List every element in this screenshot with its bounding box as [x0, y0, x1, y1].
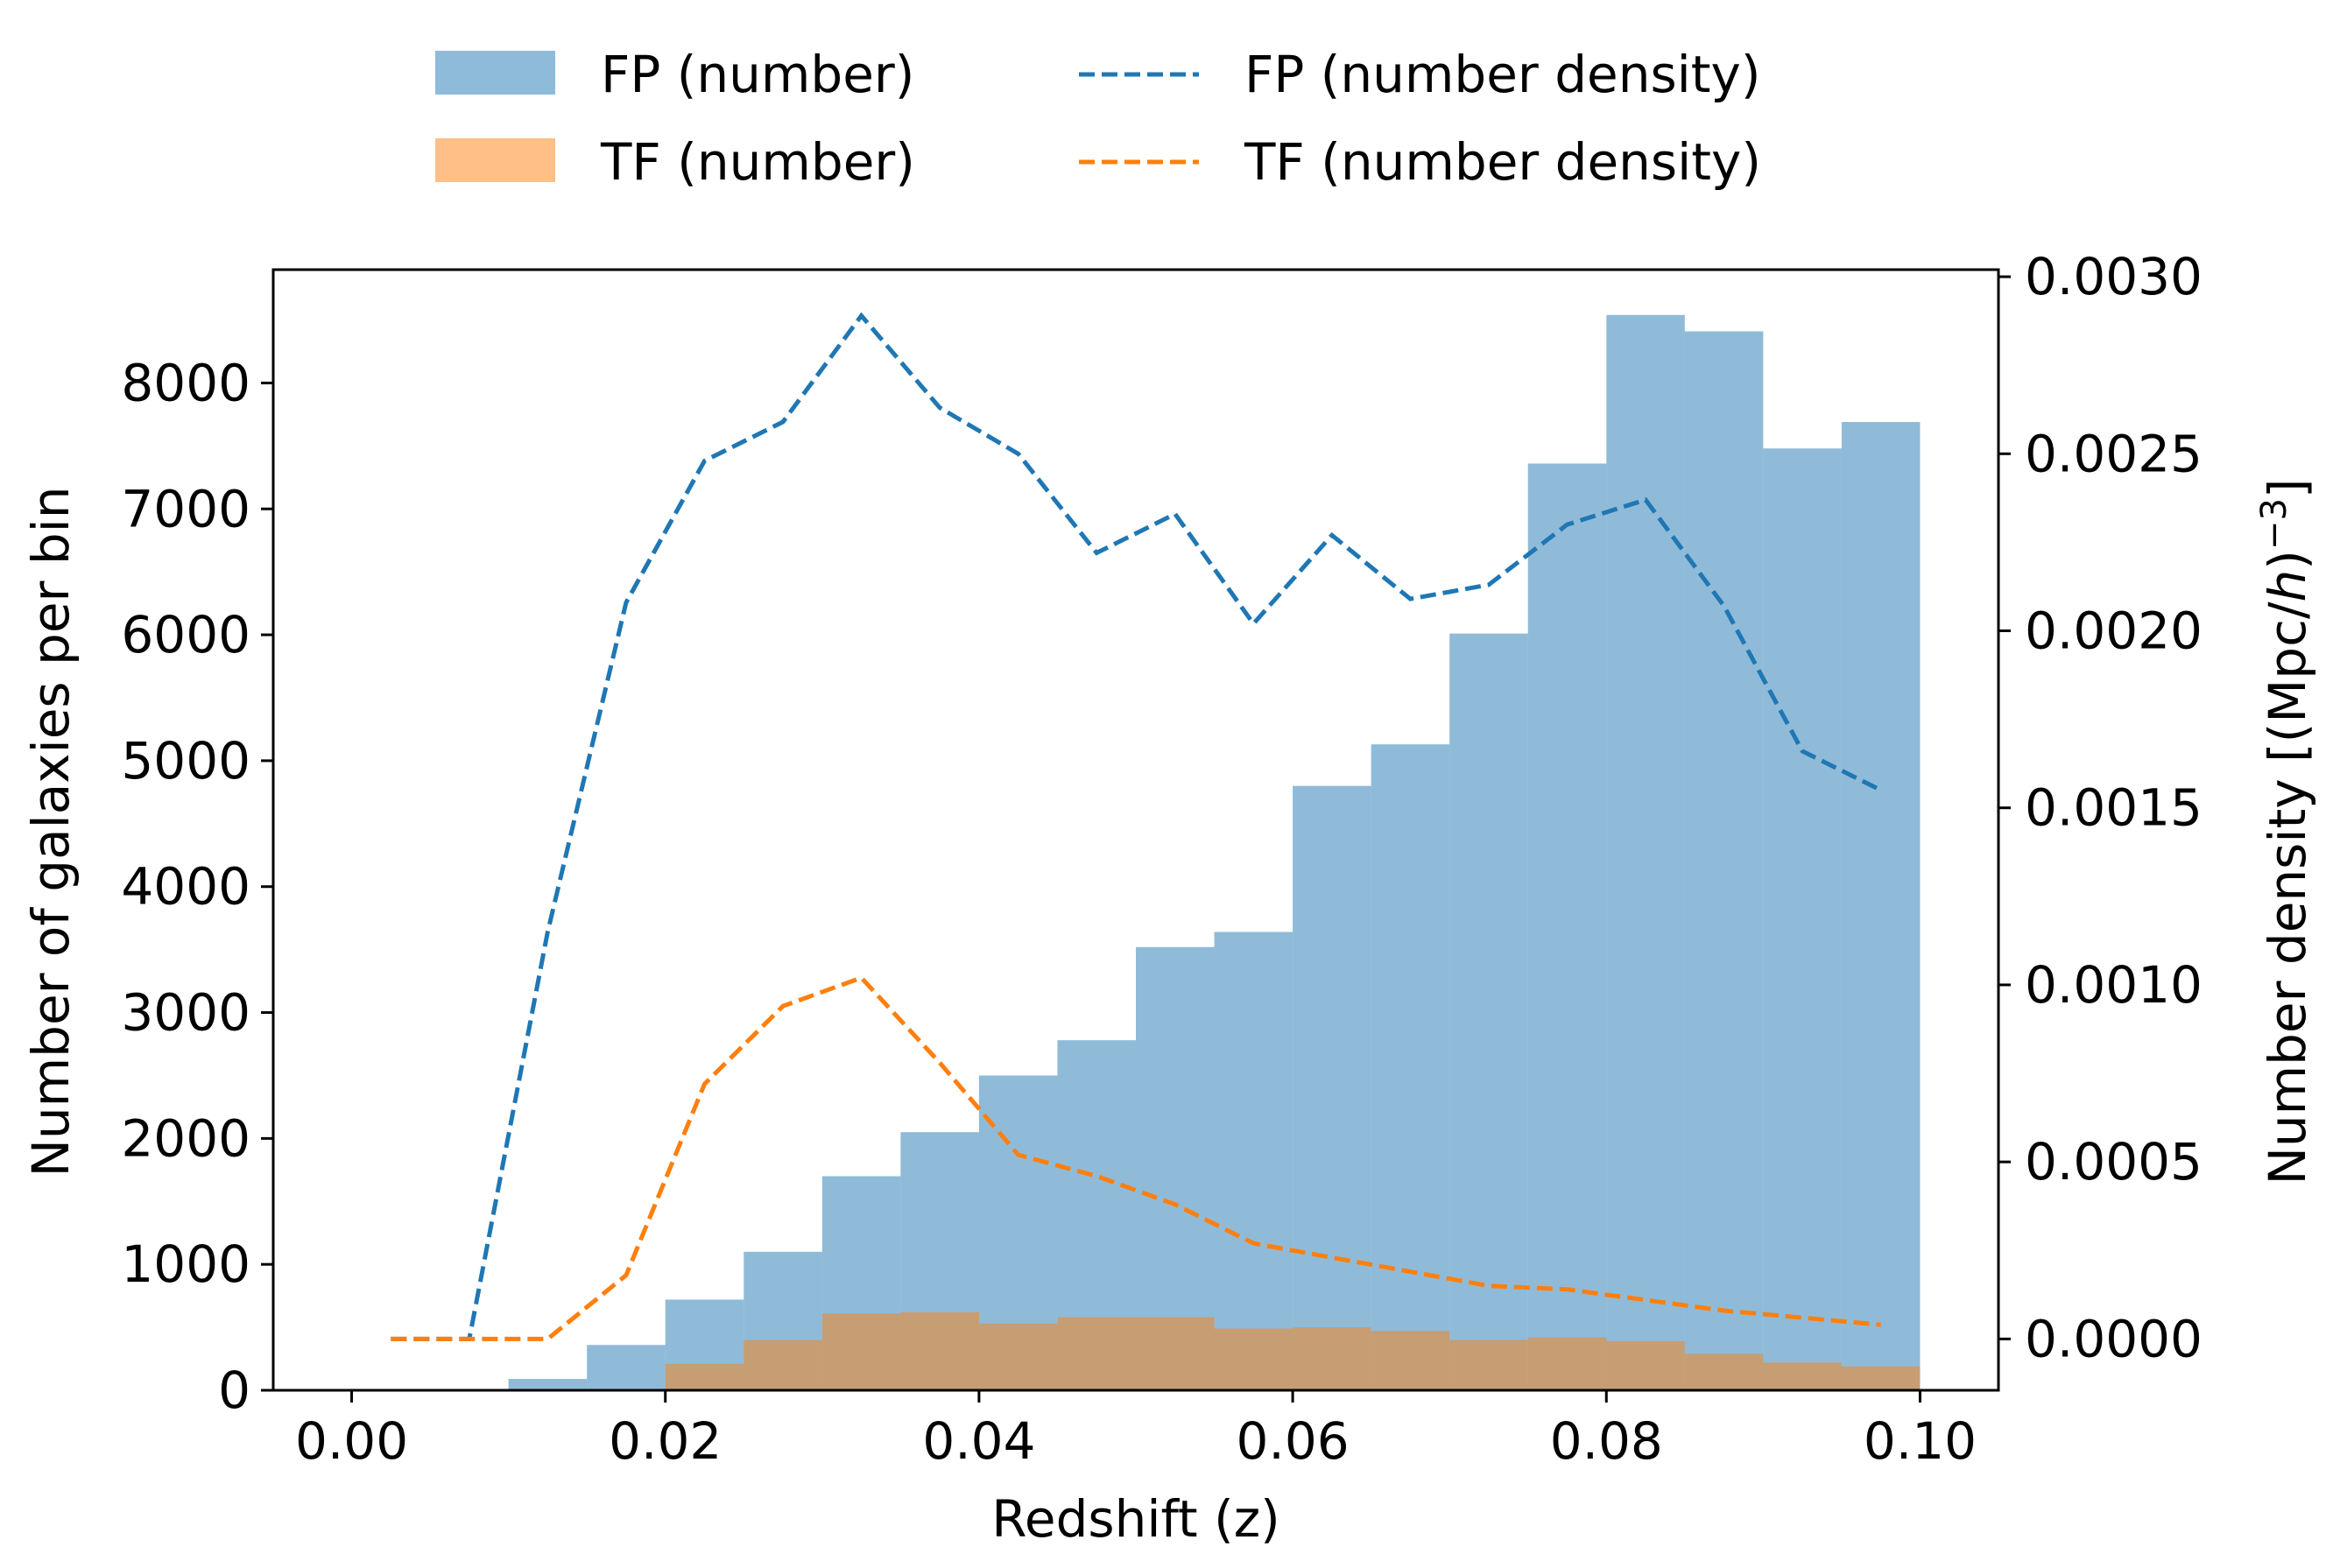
- bar-tf-number-12: [1293, 1327, 1371, 1390]
- bar-fp-number-14: [1449, 633, 1528, 1390]
- line-tf-number-density: [391, 974, 1881, 1341]
- y-tick-label: 4000: [121, 857, 250, 917]
- x-tick-label: 0.08: [1550, 1411, 1663, 1471]
- bar-tf-number-9: [1057, 1317, 1136, 1390]
- y2-axis-label-close: ): [2258, 550, 2317, 570]
- bar-tf-number-18: [1763, 1362, 1842, 1390]
- bar-tf-number-19: [1841, 1366, 1921, 1390]
- x-tick-label: 0.04: [922, 1411, 1035, 1471]
- y2-axis-label: Number density [(Mpc/h)−3]: [2254, 478, 2317, 1185]
- bar-tf-number-4: [665, 1363, 744, 1390]
- bar-fp-number-16: [1606, 314, 1685, 1390]
- legend-label-fp-number-density: FP (number density): [1244, 45, 1761, 104]
- bar-fp-number-11: [1214, 932, 1293, 1390]
- x-tick-label: 0.02: [609, 1411, 722, 1471]
- bar-fp-number-3: [587, 1345, 666, 1390]
- y2-tick-label: 0.0000: [2025, 1309, 2203, 1368]
- bar-tf-number-11: [1214, 1328, 1293, 1390]
- y2-axis-label-exponent: −3: [2254, 498, 2294, 550]
- bar-tf-number-14: [1449, 1339, 1528, 1390]
- bar-fp-number-19: [1841, 422, 1921, 1390]
- legend-label-tf-number-density: TF (number density): [1244, 132, 1761, 192]
- y2-tick-label: 0.0030: [2025, 247, 2203, 306]
- bar-fp-number-13: [1371, 744, 1450, 1390]
- bar-tf-number-5: [744, 1339, 822, 1390]
- x-tick-label: 0.00: [295, 1411, 408, 1471]
- legend-label-fp-number: FP (number): [601, 45, 914, 104]
- y-tick-label: 1000: [121, 1234, 250, 1294]
- line-fp-number-density: [391, 312, 1882, 1341]
- y2-axis-label-italic: h: [2258, 570, 2317, 602]
- bar-tf-number-6: [821, 1313, 901, 1390]
- bar-fp-number-2: [508, 1379, 588, 1390]
- y-tick-label: 3000: [121, 983, 250, 1043]
- y2-tick-label: 0.0020: [2025, 601, 2203, 661]
- y-tick-label: 8000: [121, 353, 250, 412]
- legend: FP (number) TF (number) FP (number density…: [435, 45, 1761, 192]
- bar-tf-number-17: [1684, 1354, 1764, 1390]
- axes: 0.00 0.02 0.04 0.06 0.08 0.10 0 1000 2000 3000 400…: [121, 247, 2203, 1471]
- y2-tick-label: 0.0025: [2025, 424, 2203, 483]
- bar-fp-number-17: [1684, 331, 1764, 1390]
- bar-tf-number-7: [900, 1311, 979, 1390]
- y-tick-label: 2000: [121, 1108, 250, 1168]
- legend-label-tf-number: TF (number): [600, 132, 915, 192]
- bar-fp-number-10: [1136, 946, 1215, 1390]
- bar-tf-number-16: [1606, 1340, 1685, 1390]
- x-tick-label: 0.06: [1237, 1411, 1350, 1471]
- bar-fp-number-15: [1527, 463, 1607, 1390]
- y2-axis-label-main: Number density [(Mpc/: [2258, 601, 2317, 1185]
- x-tick-label: 0.10: [1864, 1411, 1977, 1471]
- plot-frame: [271, 268, 2000, 1392]
- y-tick-label: 0: [218, 1361, 250, 1420]
- bar-tf-number-8: [978, 1323, 1058, 1390]
- y2-tick-label: 0.0010: [2025, 955, 2203, 1015]
- y-axis-label: Number of galaxies per bin: [21, 486, 81, 1177]
- legend-swatch-tf-number: [435, 138, 555, 182]
- legend-swatch-fp-number: [435, 51, 555, 95]
- y2-tick-label: 0.0015: [2025, 778, 2203, 838]
- density-lines: [391, 312, 1882, 1341]
- y2-tick-label: 0.0005: [2025, 1132, 2203, 1192]
- x-axis-label: Redshift (z): [991, 1489, 1280, 1549]
- bar-tf-number-10: [1136, 1317, 1215, 1390]
- bar-fp-number-18: [1763, 448, 1842, 1390]
- bar-tf-number-15: [1527, 1337, 1607, 1390]
- histogram-bars: [508, 314, 1921, 1390]
- y-tick-label: 6000: [121, 605, 250, 664]
- bar-tf-number-13: [1371, 1331, 1450, 1390]
- y-tick-label: 5000: [121, 731, 250, 791]
- y-tick-label: 7000: [121, 479, 250, 538]
- y2-axis-label-end: ]: [2258, 478, 2317, 498]
- bar-fp-number-12: [1293, 785, 1371, 1390]
